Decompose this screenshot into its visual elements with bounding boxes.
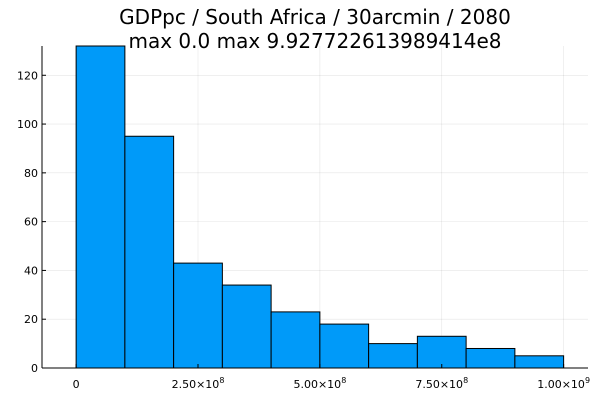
histogram-bar-2 (173, 262, 223, 369)
chart-subtitle: max 0.0 max 9.927722613989414e8 (128, 29, 501, 53)
y-tick-label-2: 40 (24, 264, 38, 277)
x-tick-label-3: 7.50×108 (415, 376, 468, 391)
histogram-bar-6 (368, 343, 418, 369)
histogram-bar-7 (416, 335, 467, 369)
histogram-bar-1 (124, 135, 175, 369)
chart-title: GDPpc / South Africa / 30arcmin / 2080 (119, 5, 511, 29)
axes-layer (41, 46, 588, 369)
y-tick-label-1: 20 (24, 313, 38, 326)
histogram-bar-9 (514, 355, 565, 369)
x-tick-label-4: 1.00×109 (537, 376, 590, 391)
y-tick-label-6: 120 (17, 69, 38, 82)
histogram-bar-8 (465, 347, 516, 369)
histogram-bar-5 (319, 323, 370, 369)
histogram-bar-4 (270, 311, 321, 369)
y-tick-label-0: 0 (31, 362, 38, 375)
x-tick-label-0: 0 (73, 378, 80, 391)
x-tick-label-2: 5.00×108 (293, 376, 346, 391)
bars-layer (75, 45, 565, 369)
ticks-layer: 0 20 40 60 80 100 120 0 2.50×108 5.00×108 7.50×108… (17, 69, 590, 391)
histogram-bar-0 (75, 45, 126, 369)
y-tick-label-5: 100 (17, 118, 38, 131)
y-tick-label-3: 60 (24, 216, 38, 229)
histogram-bar-3 (221, 284, 272, 369)
x-tick-label-1: 2.50×108 (172, 376, 225, 391)
y-tick-label-4: 80 (24, 167, 38, 180)
